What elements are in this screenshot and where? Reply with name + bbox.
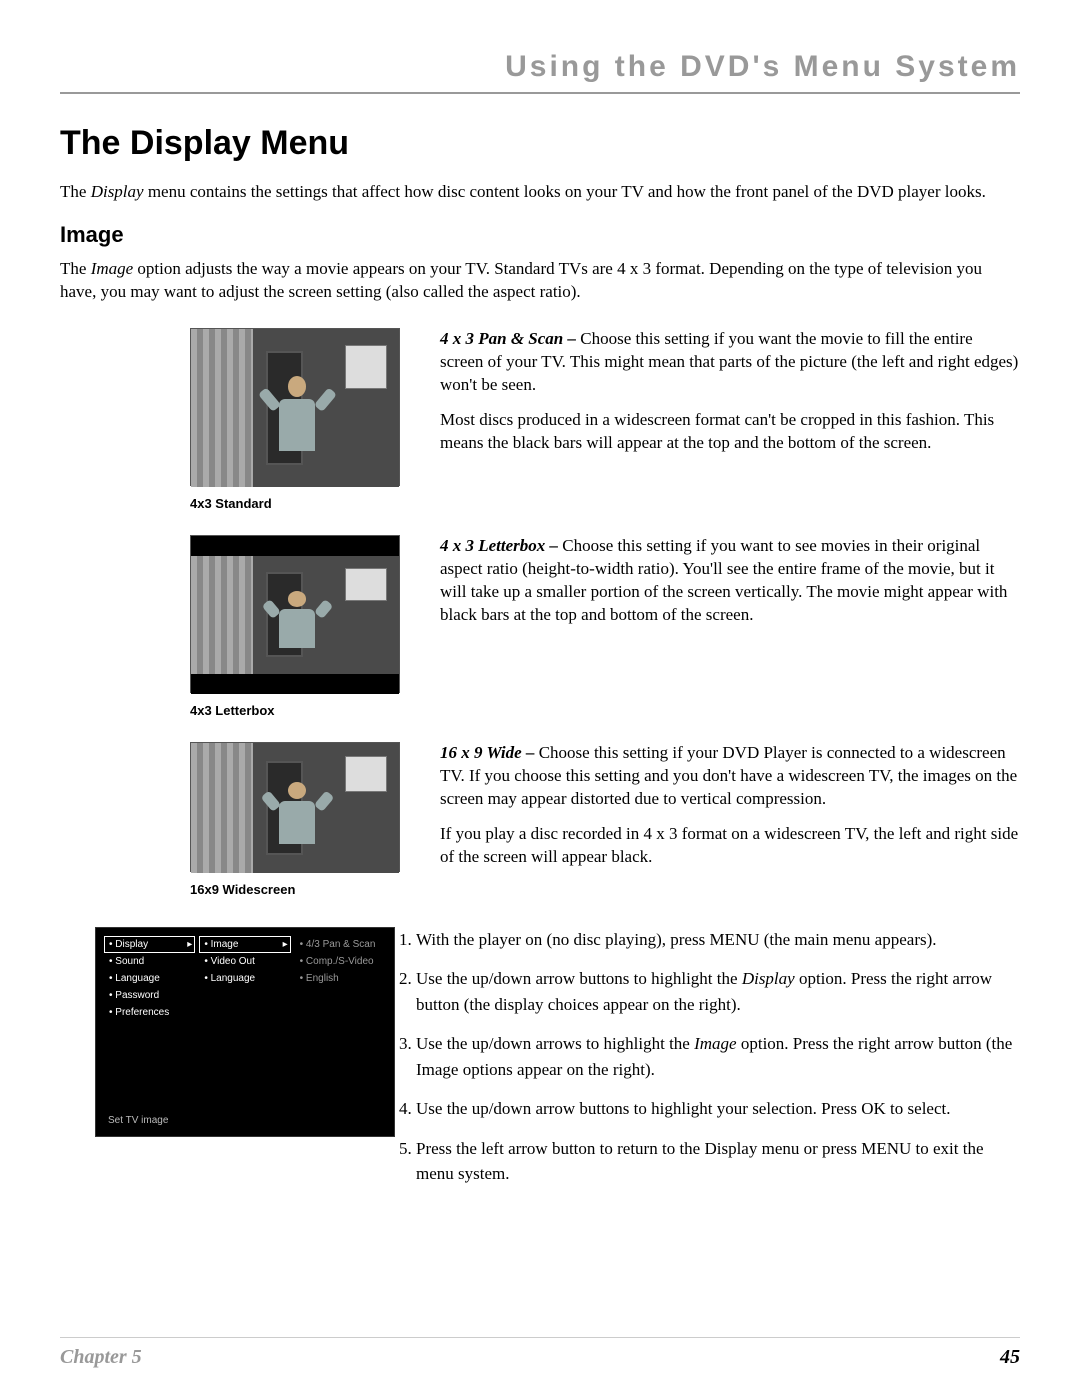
option-label: 16 x 9 Wide – <box>440 743 539 762</box>
menu-item: • Preferences <box>104 1004 195 1021</box>
page-footer: Chapter 5 45 <box>60 1337 1020 1369</box>
step: With the player on (no disc playing), pr… <box>416 927 1020 953</box>
step: Use the up/down arrow buttons to highlig… <box>416 1096 1020 1122</box>
option-description: 4 x 3 Pan & Scan – Choose this setting i… <box>440 328 1020 467</box>
menu-footer: Set TV image <box>108 1115 168 1126</box>
menu-item: • Comp./S-Video <box>295 953 386 970</box>
page-title: The Display Menu <box>60 124 1020 163</box>
emphasis: Display <box>742 969 795 988</box>
paragraph: 16 x 9 Wide – Choose this setting if you… <box>440 742 1020 811</box>
steps-col: With the player on (no disc playing), pr… <box>390 927 1020 1201</box>
t: menu contains the settings that affect h… <box>144 182 986 201</box>
section-heading: Image <box>60 222 1020 248</box>
thumbnail <box>190 328 400 486</box>
paragraph: 4 x 3 Letterbox – Choose this setting if… <box>440 535 1020 627</box>
t: The <box>60 259 91 278</box>
menu-item: • Sound <box>104 953 195 970</box>
option-label: 4 x 3 Pan & Scan – <box>440 329 580 348</box>
menu-item: • 4/3 Pan & Scan <box>295 936 386 953</box>
paragraph: 4 x 3 Pan & Scan – Choose this setting i… <box>440 328 1020 397</box>
option-description: 4 x 3 Letterbox – Choose this setting if… <box>440 535 1020 639</box>
menu-col-2: • Image▸• Video Out• Language <box>199 936 290 1021</box>
menu-col-1: • Display▸• Sound• Language• Password• P… <box>104 936 195 1021</box>
option-row: 4x3 Letterbox 4 x 3 Letterbox – Choose th… <box>60 535 1020 718</box>
options-container: 4x3 Standard 4 x 3 Pan & Scan – Choose th… <box>60 328 1020 897</box>
menu-screenshot-col: • Display▸• Sound• Language• Password• P… <box>60 927 360 1137</box>
menu-item: • Language <box>104 970 195 987</box>
section-intro: The Image option adjusts the way a movie… <box>60 258 1020 304</box>
instructions-row: • Display▸• Sound• Language• Password• P… <box>60 927 1020 1201</box>
menu-item: • Language <box>199 970 290 987</box>
thumb-col: 4x3 Standard <box>60 328 410 511</box>
step: Use the up/down arrows to highlight the … <box>416 1031 1020 1082</box>
thumbnail-caption: 4x3 Standard <box>190 496 400 511</box>
t: option adjusts the way a movie appears o… <box>60 259 982 301</box>
thumbnail-caption: 16x9 Widescreen <box>190 882 400 897</box>
thumb-col: 16x9 Widescreen <box>60 742 410 897</box>
menu-item: • Display▸ <box>104 936 195 953</box>
t: Image <box>91 259 133 278</box>
page: Using the DVD's Menu System The Display … <box>0 0 1080 1397</box>
paragraph: Most discs produced in a widescreen form… <box>440 409 1020 455</box>
option-description: 16 x 9 Wide – Choose this setting if you… <box>440 742 1020 881</box>
step: Use the up/down arrow buttons to highlig… <box>416 966 1020 1017</box>
footer-page-number: 45 <box>1000 1346 1020 1369</box>
thumbnail <box>190 535 400 693</box>
option-row: 4x3 Standard 4 x 3 Pan & Scan – Choose th… <box>60 328 1020 511</box>
intro-paragraph: The Display menu contains the settings t… <box>60 181 1020 204</box>
thumbnail-caption: 4x3 Letterbox <box>190 703 400 718</box>
menu-item: • Password <box>104 987 195 1004</box>
t: The <box>60 182 91 201</box>
menu-screenshot: • Display▸• Sound• Language• Password• P… <box>95 927 395 1137</box>
chapter-header: Using the DVD's Menu System <box>60 50 1020 94</box>
menu-item: • Video Out <box>199 953 290 970</box>
menu-item: • Image▸ <box>199 936 290 953</box>
t: Display <box>91 182 144 201</box>
menu-col-3: • 4/3 Pan & Scan• Comp./S-Video• English <box>295 936 386 1021</box>
step: Press the left arrow button to return to… <box>416 1136 1020 1187</box>
thumbnail <box>190 742 400 872</box>
steps-list: With the player on (no disc playing), pr… <box>390 927 1020 1187</box>
paragraph: If you play a disc recorded in 4 x 3 for… <box>440 823 1020 869</box>
menu-item: • English <box>295 970 386 987</box>
thumb-col: 4x3 Letterbox <box>60 535 410 718</box>
emphasis: Image <box>694 1034 736 1053</box>
option-row: 16x9 Widescreen 16 x 9 Wide – Choose this… <box>60 742 1020 897</box>
footer-chapter: Chapter 5 <box>60 1346 142 1369</box>
option-label: 4 x 3 Letterbox – <box>440 536 562 555</box>
